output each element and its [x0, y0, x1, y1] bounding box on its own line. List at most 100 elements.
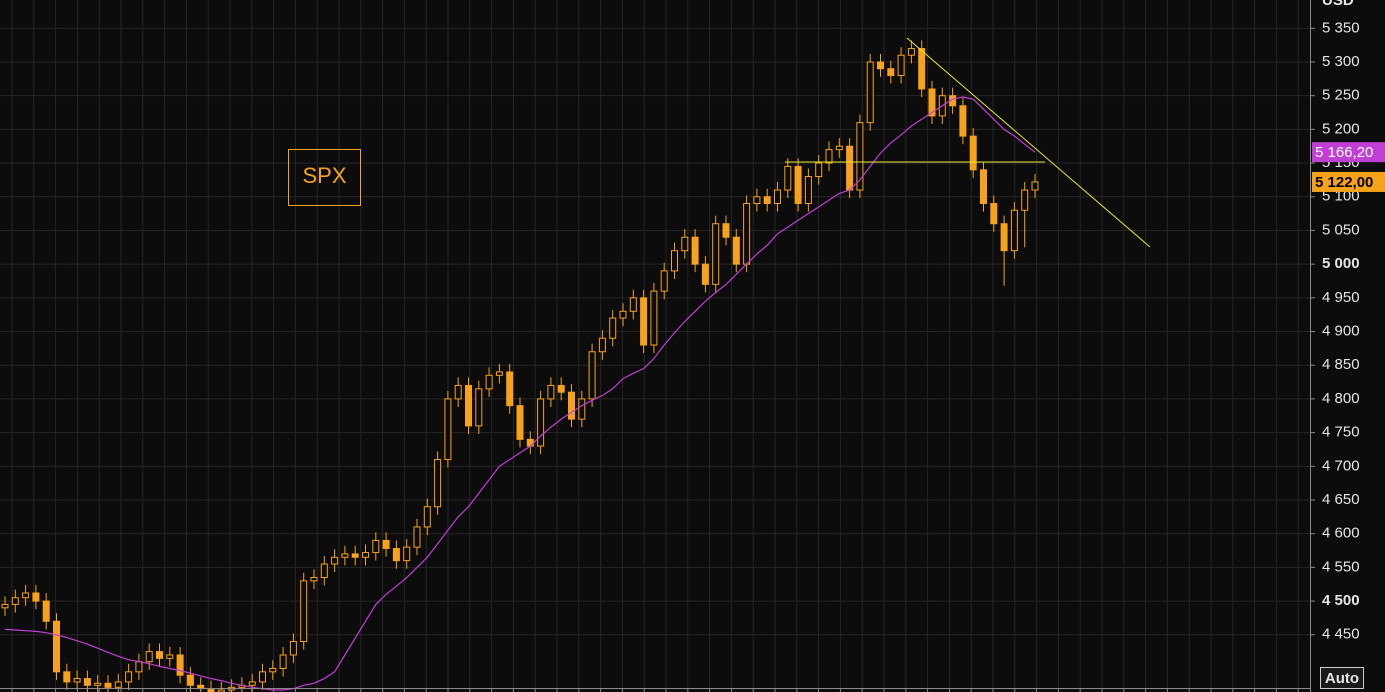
candle-body [423, 506, 431, 528]
y-tick-label: 4 800 [1322, 390, 1360, 407]
plot [1, 40, 1039, 692]
auto-button[interactable] [1320, 667, 1364, 689]
candle-body [1000, 223, 1008, 252]
candle-body [650, 290, 658, 346]
candle-body [73, 678, 81, 683]
candle-body [495, 371, 503, 376]
candle-body [774, 189, 781, 205]
candle-body [557, 384, 565, 393]
y-tick-label: 4 450 [1322, 626, 1360, 643]
candle-body [835, 145, 843, 151]
candle-body [372, 539, 380, 554]
candle-body [156, 651, 163, 659]
candle-body [568, 391, 575, 420]
candle-body [516, 405, 524, 440]
y-tick-label: 4 650 [1322, 491, 1360, 508]
candle-body [815, 162, 823, 178]
candle-body [341, 553, 349, 558]
y-tick-label: 5 350 [1322, 19, 1360, 36]
candle-body [94, 682, 102, 686]
y-tick-label: 4 700 [1322, 457, 1360, 474]
candle-body [351, 553, 359, 558]
candle-body [320, 563, 328, 578]
candle-body [660, 270, 668, 292]
y-tick-label: 4 750 [1322, 424, 1360, 441]
candle-body [485, 374, 493, 390]
last-price-label: 5 122,00 [1315, 174, 1373, 191]
candle-body [712, 223, 720, 285]
candle-body [53, 620, 60, 673]
candle-body [176, 654, 184, 676]
candle-body [537, 398, 545, 447]
y-tick-label: 5 200 [1322, 120, 1360, 137]
candle-body [11, 597, 19, 605]
y-unit: USD [1322, 0, 1354, 9]
candle-body [1031, 181, 1039, 191]
candle-body [784, 165, 792, 191]
candle-body [413, 526, 421, 548]
title-box [288, 149, 361, 206]
candle-body [269, 667, 277, 673]
y-tick-label: 5 000 [1322, 255, 1360, 272]
candle-body [83, 678, 91, 686]
candle-body [1, 603, 9, 609]
candle-body [856, 122, 864, 191]
candle-body [866, 61, 874, 124]
y-tick-label: 4 600 [1322, 525, 1360, 542]
candle-body [331, 556, 339, 565]
y-axis: 4 450 4 500 4 550 4 600 4 650 4 700 4 750 4 800… [1310, 19, 1360, 643]
candle-body [145, 651, 153, 663]
candle-body [186, 674, 194, 686]
candle-body [722, 223, 730, 238]
candle-body [753, 196, 761, 205]
candle-body [918, 48, 926, 90]
candle-body [42, 600, 50, 622]
candle-body [135, 661, 143, 673]
candle-body [897, 54, 905, 76]
candle-body [547, 384, 555, 400]
y-tick-label: 4 500 [1322, 592, 1360, 609]
candle-body [609, 317, 617, 339]
candle-body [125, 671, 133, 683]
y-tick-label: 4 950 [1322, 289, 1360, 306]
candle-body [289, 641, 297, 656]
candle-body [526, 438, 534, 447]
candle-body [403, 546, 411, 562]
candle-body [743, 203, 751, 265]
candle-body [681, 236, 689, 252]
candle-body [598, 337, 606, 353]
candle-body [825, 149, 833, 164]
candle-body [300, 580, 308, 643]
candle-body [166, 654, 174, 659]
candle-body [392, 548, 400, 562]
candle-body [640, 297, 648, 346]
candle-body [969, 135, 977, 171]
candle-body [382, 539, 390, 550]
candle-body [588, 351, 596, 400]
candle-body [248, 681, 256, 686]
candle-body [846, 145, 854, 191]
overlay-price-tag [1312, 142, 1385, 163]
candle-body [444, 398, 452, 461]
candle-body [1010, 209, 1018, 252]
y-tick-label: 5 050 [1322, 221, 1360, 238]
candle-body [732, 236, 740, 265]
candle-body [104, 682, 112, 688]
y-tick-label: 4 850 [1322, 356, 1360, 373]
candle-body [279, 654, 287, 669]
auto-button-label[interactable]: Auto [1325, 670, 1359, 687]
last-price-tag [1312, 171, 1385, 192]
candle-body [506, 371, 514, 407]
candle-body [217, 689, 225, 692]
candle-body [701, 263, 709, 285]
candle-body [619, 310, 627, 319]
candle-body [629, 297, 637, 312]
candle-body [22, 592, 30, 599]
candle-body [310, 576, 318, 582]
candle-body [475, 388, 483, 427]
y-tick-label: 5 250 [1322, 87, 1360, 104]
y-tick-label: 4 900 [1322, 323, 1360, 340]
candle-body [928, 88, 936, 117]
